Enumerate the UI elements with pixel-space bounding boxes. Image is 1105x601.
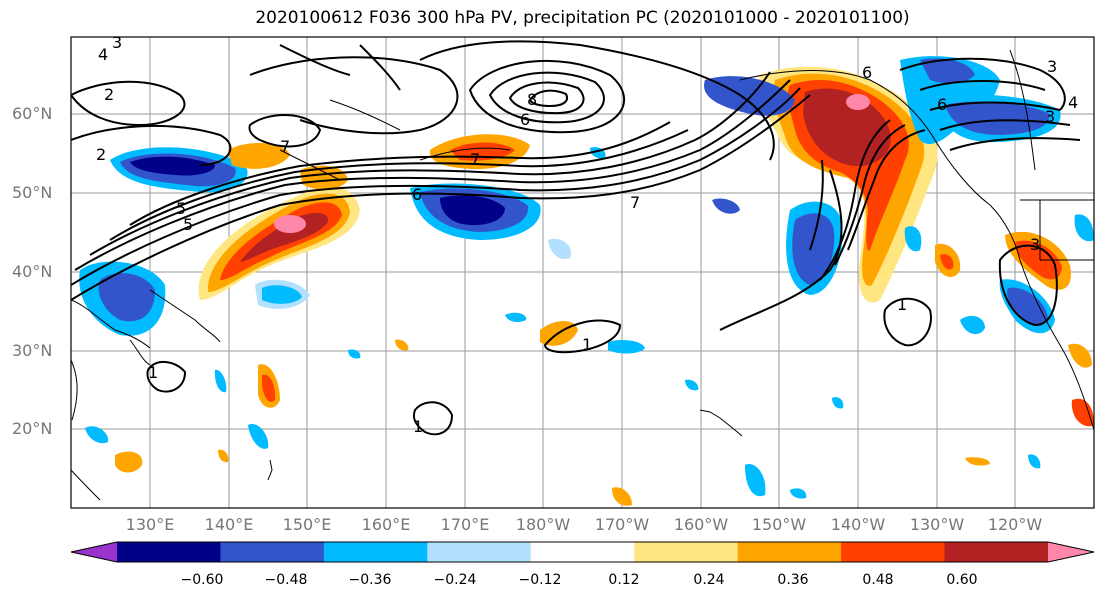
lon-label: 130°W — [909, 515, 965, 534]
lon-label: 150°E — [282, 515, 332, 534]
colorbar-tick: −0.48 — [264, 572, 308, 588]
colorbar-outline — [70, 541, 1095, 563]
lon-label: 160°E — [361, 515, 411, 534]
lon-label: 170°E — [440, 515, 490, 534]
colorbar-swatch — [220, 542, 325, 562]
lat-label: 60°N — [12, 104, 53, 123]
contour-label: 3 — [1030, 235, 1040, 254]
contour-label: 7 — [470, 150, 480, 169]
contour-label: 6 — [862, 63, 872, 82]
lon-label: 140°E — [204, 515, 254, 534]
lon-label: 170°W — [594, 515, 650, 534]
contour-label: 5 — [176, 199, 186, 218]
contour-label: 1 — [582, 335, 592, 354]
contour-label: 3 — [1047, 57, 1057, 76]
contour-label: 2 — [96, 145, 106, 164]
contour-label: 1 — [413, 417, 423, 436]
pv-contours — [71, 40, 1081, 436]
contour-label: 4 — [98, 45, 108, 64]
colorbar-tick: 0.60 — [946, 572, 978, 588]
lat-label: 40°N — [12, 262, 53, 281]
colorbar-tick: 0.12 — [608, 572, 640, 588]
contour-label: 8 — [527, 90, 537, 109]
colorbar-tick: −0.60 — [180, 572, 224, 588]
colorbar-tick: 0.48 — [862, 572, 894, 588]
contour-label: 3 — [1045, 107, 1055, 126]
colorbar-tick: −0.12 — [518, 572, 562, 588]
lon-label: 160°W — [673, 515, 729, 534]
contour-label: 1 — [897, 295, 907, 314]
contour-label: 5 — [183, 215, 193, 234]
lon-label: 130°E — [125, 515, 175, 534]
lon-label: 140°W — [830, 515, 886, 534]
colorbar-extend-min — [71, 542, 117, 562]
contour-label: 1 — [148, 363, 158, 382]
coastlines — [71, 49, 1094, 501]
colorbar-tick: 0.36 — [777, 572, 809, 588]
colorbar-swatch — [634, 542, 739, 562]
colorbar-tick: −0.36 — [348, 572, 392, 588]
lon-label: 150°W — [751, 515, 807, 534]
contour-label: 6 — [520, 110, 530, 129]
contour-label: 7 — [630, 193, 640, 212]
contour-label: 4 — [1068, 93, 1078, 112]
contour-label: 6 — [937, 95, 947, 114]
colorbar-swatch — [530, 542, 635, 562]
colorbar-swatch — [323, 542, 428, 562]
colorbar-tick: −0.24 — [433, 572, 477, 588]
colorbar-swatch — [117, 542, 221, 562]
lat-label: 50°N — [12, 183, 53, 202]
colorbar-swatch — [841, 542, 946, 562]
contour-label: 2 — [104, 85, 114, 104]
lon-label: 120°W — [987, 515, 1043, 534]
colorbar — [70, 541, 1095, 563]
map-title: 2020100612 F036 300 hPa PV, precipitatio… — [255, 8, 910, 28]
colorbar-swatch — [737, 542, 842, 562]
colorbar-swatch — [944, 542, 1049, 562]
contour-label: 6 — [412, 185, 422, 204]
lat-label: 30°N — [12, 341, 53, 360]
contour-label: 3 — [112, 33, 122, 52]
map-border — [70, 36, 1095, 509]
colorbar-swatch — [427, 542, 532, 562]
lat-label: 20°N — [12, 419, 53, 438]
contour-labels: 2 2 3 4 5 6 7 8 5 6 6 6 3 3 4 7 3 1 1 1 … — [96, 33, 1078, 436]
colorbar-extend-max — [1048, 542, 1094, 562]
colorbar-tick: 0.24 — [693, 572, 725, 588]
lon-label: 180°W — [515, 515, 571, 534]
contour-label: 7 — [280, 137, 290, 156]
precip-shading — [79, 56, 1094, 506]
